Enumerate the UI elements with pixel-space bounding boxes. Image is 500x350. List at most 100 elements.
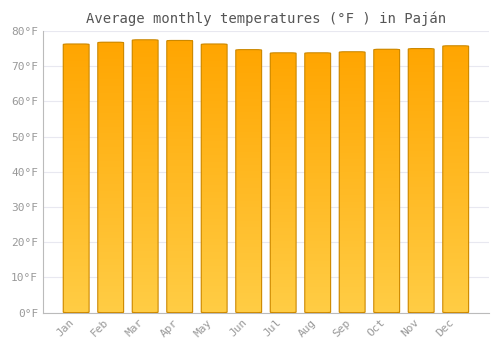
Bar xyxy=(166,194,192,197)
Bar xyxy=(63,289,89,293)
Bar xyxy=(374,102,400,105)
Bar xyxy=(374,62,400,66)
Bar xyxy=(374,197,400,201)
Bar xyxy=(63,249,89,252)
Bar xyxy=(63,94,89,98)
Bar xyxy=(63,78,89,81)
Bar xyxy=(339,186,365,189)
Bar xyxy=(304,105,330,108)
Bar xyxy=(270,157,296,160)
Bar xyxy=(270,69,296,72)
Bar xyxy=(63,178,89,182)
Bar xyxy=(98,150,124,154)
Bar xyxy=(408,118,434,121)
Bar xyxy=(166,197,192,200)
Bar xyxy=(166,160,192,163)
Bar xyxy=(374,289,400,293)
Bar xyxy=(132,74,158,77)
Bar xyxy=(236,161,262,165)
Bar xyxy=(270,267,296,271)
Bar xyxy=(304,186,330,189)
Bar xyxy=(339,277,365,280)
Bar xyxy=(408,303,434,306)
Bar xyxy=(98,66,124,69)
Bar xyxy=(98,100,124,103)
Bar xyxy=(98,106,124,110)
Bar xyxy=(374,184,400,188)
Bar xyxy=(408,88,434,91)
Bar xyxy=(304,209,330,212)
Bar xyxy=(408,164,434,167)
Bar xyxy=(201,309,227,313)
Bar xyxy=(236,109,262,112)
Bar xyxy=(304,257,330,261)
Bar xyxy=(98,262,124,265)
Bar xyxy=(132,231,158,234)
Bar xyxy=(304,167,330,170)
Bar xyxy=(408,237,434,240)
Bar xyxy=(339,78,365,81)
Bar xyxy=(304,114,330,118)
Bar xyxy=(166,95,192,98)
Bar xyxy=(442,196,468,199)
Bar xyxy=(442,133,468,136)
Bar xyxy=(132,118,158,121)
Bar xyxy=(408,131,434,134)
Bar xyxy=(236,247,262,250)
Bar xyxy=(201,168,227,172)
Bar xyxy=(201,131,227,135)
Bar xyxy=(442,166,468,169)
Bar xyxy=(408,158,434,161)
Bar xyxy=(408,233,434,237)
Bar xyxy=(98,306,124,309)
Bar xyxy=(132,156,158,159)
Bar xyxy=(374,270,400,273)
Bar xyxy=(132,50,158,54)
Bar xyxy=(236,66,262,69)
Bar xyxy=(201,165,227,168)
Bar xyxy=(374,257,400,260)
Bar xyxy=(201,232,227,236)
Bar xyxy=(442,309,468,313)
Bar xyxy=(63,222,89,225)
Bar xyxy=(304,261,330,264)
Bar xyxy=(442,276,468,279)
Bar xyxy=(374,49,400,52)
Bar xyxy=(236,69,262,72)
Bar xyxy=(166,238,192,241)
Bar xyxy=(442,146,468,149)
Bar xyxy=(408,273,434,276)
Bar xyxy=(98,279,124,282)
Bar xyxy=(132,306,158,309)
Bar xyxy=(132,146,158,149)
Bar xyxy=(63,236,89,239)
Bar xyxy=(374,72,400,76)
Bar xyxy=(201,155,227,158)
Bar xyxy=(408,207,434,210)
Bar xyxy=(236,253,262,257)
Bar xyxy=(304,137,330,140)
Bar xyxy=(374,283,400,286)
Bar xyxy=(98,228,124,231)
Bar xyxy=(304,280,330,284)
Bar xyxy=(304,76,330,79)
Bar xyxy=(339,251,365,254)
Bar xyxy=(374,250,400,253)
Bar xyxy=(236,86,262,89)
Bar xyxy=(236,181,262,184)
Bar xyxy=(98,123,124,127)
Bar xyxy=(442,76,468,79)
Bar xyxy=(374,227,400,230)
Bar xyxy=(166,98,192,102)
Bar xyxy=(442,99,468,103)
Bar xyxy=(63,51,89,54)
Bar xyxy=(304,157,330,160)
Bar xyxy=(374,306,400,309)
Bar xyxy=(442,273,468,276)
Bar xyxy=(132,251,158,255)
Bar xyxy=(339,189,365,192)
Bar xyxy=(442,116,468,119)
Bar xyxy=(408,128,434,131)
Bar xyxy=(166,126,192,129)
Bar xyxy=(166,51,192,54)
